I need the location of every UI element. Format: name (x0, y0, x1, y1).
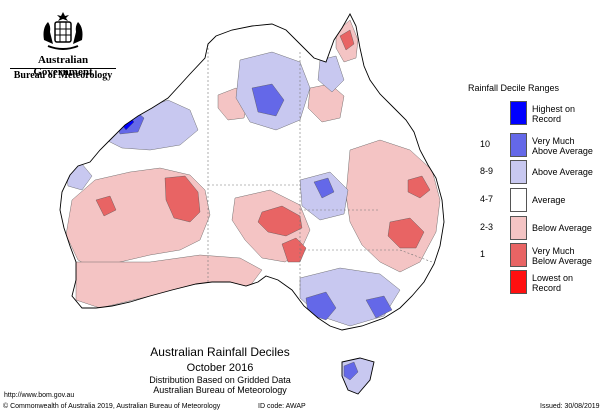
legend-decile: 1 (480, 249, 486, 259)
legend-row-above-average: 8-9 Above Average (466, 160, 596, 184)
region-very-much-above-se (365, 295, 393, 319)
legend-row-very-much-below: 1 Very Much Below Average (466, 243, 596, 267)
legend-swatch (510, 133, 527, 157)
coat-of-arms-emblem (43, 12, 83, 50)
copyright-text: © Commonwealth of Australia 2019, Austra… (3, 403, 221, 410)
agency-title: Bureau of Meteorology (13, 70, 113, 81)
website-url[interactable]: http://www.bom.gov.au (4, 392, 75, 399)
legend-decile: 8-9 (480, 166, 494, 176)
legend-row-lowest: Lowest on Record (466, 270, 596, 294)
legend-row-average: 4-7 Average (466, 188, 596, 212)
legend-label: Highest on Record (532, 104, 576, 124)
legend-label: Lowest on Record (532, 273, 574, 293)
legend-swatch (510, 188, 527, 212)
legend-label: Very Much Below Average (532, 246, 592, 266)
footer: © Commonwealth of Australia 2019, Austra… (0, 403, 602, 413)
map-period: October 2016 (186, 362, 254, 374)
legend-swatch (510, 270, 527, 294)
region-very-much-below-wa (164, 175, 201, 223)
issued-date: Issued: 30/08/2019 (540, 403, 600, 410)
legend-decile: 10 (480, 139, 491, 149)
legend-swatch (510, 160, 527, 184)
legend-row-below-average: 2-3 Below Average (466, 216, 596, 240)
legend-row-very-much-above: 10 Very Much Above Average (466, 133, 596, 157)
australia-coastline (59, 13, 445, 331)
legend-swatch (510, 216, 527, 240)
legend-decile: 4-7 (480, 194, 494, 204)
government-title: Australian Government (33, 54, 93, 78)
legend-label: Below Average (532, 223, 592, 233)
legend-swatch (510, 101, 527, 125)
legend-label: Average (532, 195, 566, 205)
id-code: ID code: AWAP (258, 403, 306, 410)
region-very-much-below-central (257, 205, 303, 237)
map-title: Australian Rainfall Deciles (150, 345, 290, 359)
region-very-much-below-ne (339, 29, 355, 51)
legend-row-highest: Highest on Record (466, 101, 596, 125)
region-above-average-cape (317, 55, 345, 93)
header-divider (10, 68, 116, 69)
map-subtitle-agency: Australian Bureau of Meteorology (153, 385, 287, 395)
legend-swatch (510, 243, 527, 267)
state-borders (207, 44, 433, 290)
legend-title: Rainfall Decile Ranges (468, 83, 560, 93)
legend-label: Very Much Above Average (532, 136, 593, 156)
region-very-much-above-north (251, 83, 285, 117)
region-below-average-south-wa (75, 254, 263, 309)
region-very-much-below-qld-east (407, 175, 431, 199)
region-very-much-above-central (313, 177, 335, 199)
region-very-much-below-nsw (387, 217, 425, 249)
region-very-much-below-wa-west (95, 195, 117, 217)
decile-regions (65, 19, 441, 327)
legend-decile: 2-3 (480, 222, 494, 232)
tasmania-very-much-above (343, 361, 359, 381)
legend-label: Above Average (532, 167, 593, 177)
map-subtitle: Distribution Based on Gridded Data (149, 375, 291, 385)
